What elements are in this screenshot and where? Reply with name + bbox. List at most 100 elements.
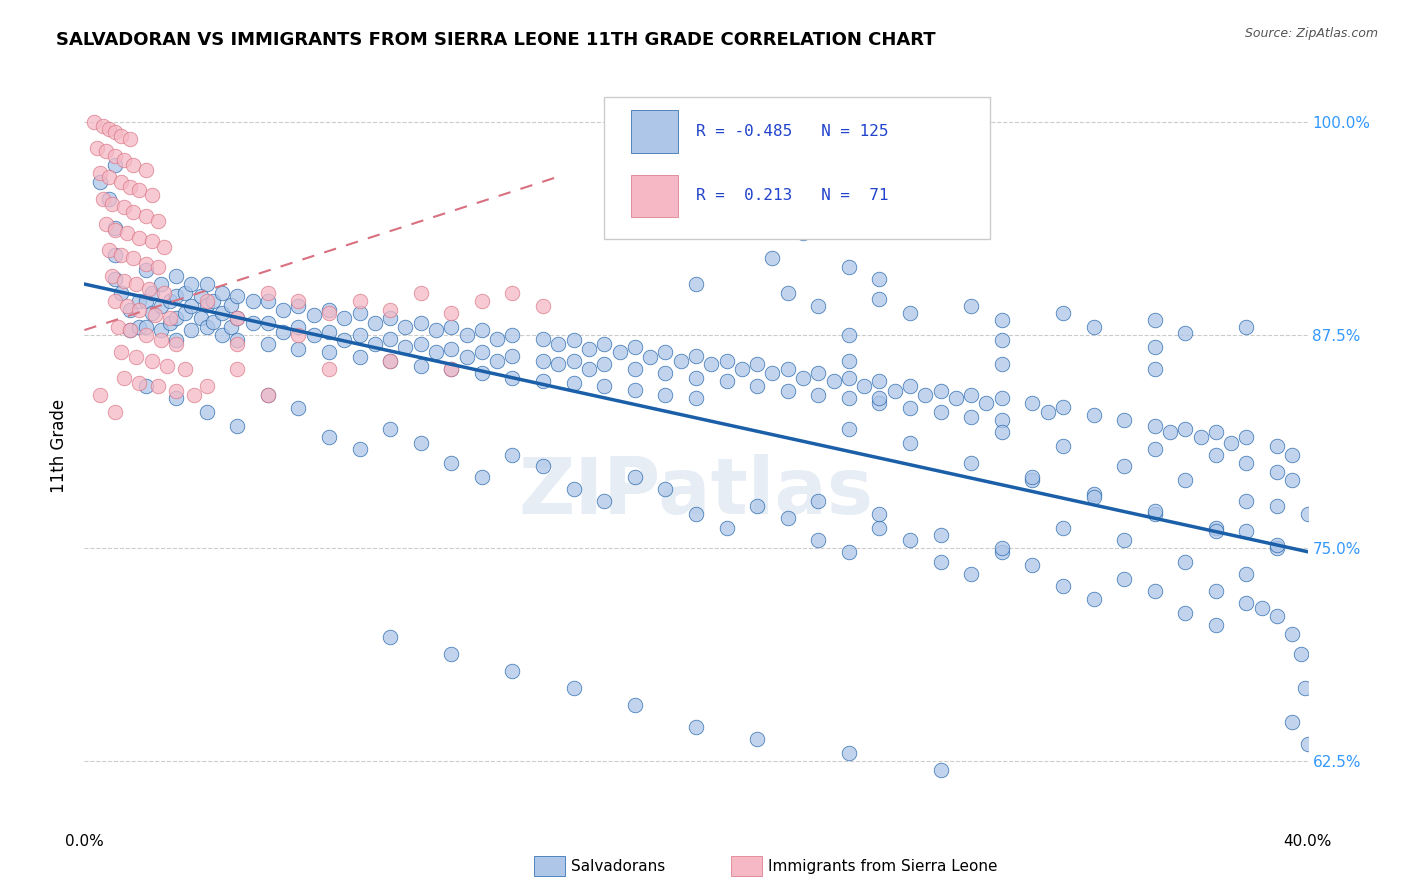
Point <box>685 166 707 180</box>
Point <box>1114 533 1136 547</box>
Point <box>110 175 132 189</box>
Point <box>128 183 150 197</box>
Point <box>898 306 921 320</box>
Point <box>1083 490 1105 504</box>
Point <box>929 763 952 777</box>
Point <box>1281 626 1303 640</box>
Point <box>440 319 463 334</box>
Point <box>257 388 280 402</box>
Point <box>1174 555 1197 569</box>
Point <box>838 746 860 760</box>
Point <box>165 334 187 348</box>
Point <box>190 289 212 303</box>
Point <box>898 435 921 450</box>
Point <box>1205 583 1227 598</box>
Point <box>104 158 127 172</box>
Point <box>195 297 218 311</box>
Point <box>440 362 463 376</box>
Point <box>838 544 860 558</box>
Point <box>122 158 145 172</box>
Point <box>624 362 647 376</box>
Point <box>807 366 830 380</box>
Point <box>135 379 157 393</box>
Point <box>112 153 135 167</box>
Point <box>502 349 524 363</box>
Point <box>141 285 163 300</box>
Point <box>1052 521 1074 535</box>
Point <box>716 374 738 388</box>
Point <box>502 448 524 462</box>
Point <box>1296 507 1319 521</box>
Point <box>364 316 387 330</box>
Point <box>349 442 371 457</box>
Point <box>838 119 860 133</box>
Point <box>776 362 799 376</box>
Point <box>929 555 952 569</box>
Point <box>149 277 172 291</box>
Point <box>201 314 224 328</box>
Point <box>1143 340 1166 354</box>
Point <box>1143 362 1166 376</box>
Point <box>141 306 163 320</box>
Point <box>89 175 111 189</box>
Point <box>1205 524 1227 539</box>
Point <box>107 319 129 334</box>
Point <box>1174 473 1197 487</box>
Point <box>747 357 769 371</box>
Point <box>104 220 127 235</box>
Point <box>120 180 142 194</box>
Point <box>1114 572 1136 586</box>
Point <box>287 342 309 356</box>
Point <box>97 169 120 184</box>
Point <box>211 285 233 300</box>
Point <box>1250 601 1272 615</box>
Point <box>101 197 124 211</box>
Point <box>257 388 280 402</box>
Point <box>776 510 799 524</box>
Point <box>869 106 891 120</box>
Point <box>104 294 127 309</box>
Point <box>502 285 524 300</box>
Point <box>226 311 249 326</box>
Point <box>531 332 554 346</box>
Point <box>138 282 160 296</box>
Point <box>112 371 135 385</box>
Point <box>302 308 325 322</box>
Point <box>1205 448 1227 462</box>
Point <box>531 459 554 474</box>
Point <box>86 141 108 155</box>
Point <box>1281 715 1303 730</box>
Point <box>562 334 585 348</box>
Point <box>156 359 179 373</box>
Point <box>135 162 157 177</box>
Point <box>201 294 224 309</box>
Point <box>287 319 309 334</box>
Point <box>1083 409 1105 423</box>
Point <box>440 342 463 356</box>
Text: ZIPatlas: ZIPatlas <box>519 454 873 530</box>
Point <box>287 294 309 309</box>
Point <box>149 334 172 348</box>
Point <box>1265 538 1288 552</box>
Point <box>333 311 356 326</box>
Text: Source: ZipAtlas.com: Source: ZipAtlas.com <box>1244 27 1378 40</box>
Point <box>471 294 494 309</box>
Point <box>409 435 432 450</box>
Point <box>1205 425 1227 440</box>
Point <box>219 319 242 334</box>
Point <box>89 388 111 402</box>
Point <box>94 144 117 158</box>
Point <box>394 340 416 354</box>
Point <box>318 430 340 444</box>
Point <box>945 391 967 405</box>
Point <box>112 274 135 288</box>
Point <box>380 353 402 368</box>
Point <box>1236 566 1258 581</box>
Point <box>1052 400 1074 414</box>
Text: SALVADORAN VS IMMIGRANTS FROM SIERRA LEONE 11TH GRADE CORRELATION CHART: SALVADORAN VS IMMIGRANTS FROM SIERRA LEO… <box>56 31 936 49</box>
Point <box>226 311 249 326</box>
Point <box>94 218 117 232</box>
Point <box>364 336 387 351</box>
Point <box>409 285 432 300</box>
Point <box>776 132 799 146</box>
